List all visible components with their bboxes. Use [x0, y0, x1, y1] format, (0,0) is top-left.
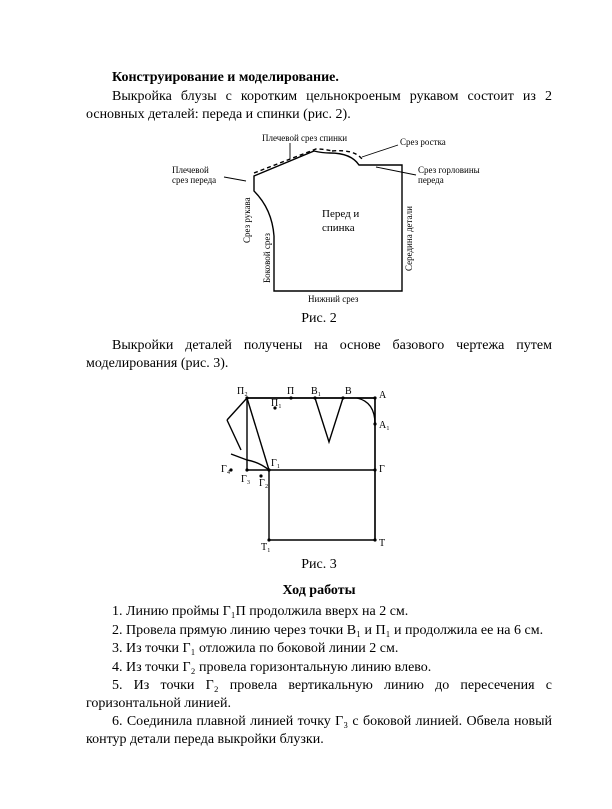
page: Конструирование и моделирование. Выкройк… — [0, 0, 612, 809]
pt-G4: Г₄ — [221, 464, 231, 475]
label-neck-front1: Срез горловины — [418, 165, 480, 175]
intro-paragraph-2: Выкройки деталей получены на основе базо… — [86, 337, 552, 372]
step-3: 3. Из точки Г₁ отложила по боковой линии… — [86, 640, 552, 658]
label-bottom: Нижний срез — [308, 294, 359, 304]
intro-paragraph-1: Выкройка блузы с коротким цельнокроеным … — [86, 88, 552, 123]
pt-A: А — [379, 390, 387, 401]
figure-3-caption: Рис. 3 — [86, 557, 552, 573]
label-body2: спинка — [322, 222, 355, 234]
pt-P1: П₁ — [271, 398, 282, 409]
pt-B1: В₁ — [311, 386, 321, 397]
label-body1: Перед и — [322, 208, 359, 220]
figure-2: Плечевой срез спинки Плечевой срез перед… — [154, 131, 484, 309]
label-neck-front2: переда — [418, 175, 444, 185]
figure-3: А А₁ В В₁ П П₁ П₂ Г Г₁ Г₂ Г₃ Г₄ Т Т₁ — [219, 380, 419, 555]
step-1: 1. Линию проймы Г₁П продолжила вверх на … — [86, 603, 552, 621]
work-title: Ход работы — [86, 583, 552, 599]
step-5: 5. Из точки Г₂ провела вертикальную лини… — [86, 677, 552, 712]
label-shoulder-front2: срез переда — [172, 175, 216, 185]
label-rostka: Срез ростка — [400, 137, 446, 147]
label-side: Боковой срез — [262, 233, 272, 283]
label-shoulder-front1: Плечевой — [172, 165, 209, 175]
label-sleeve: Срез рукава — [242, 197, 252, 243]
step-6: 6. Соединила плавной линией точку Г₃ с б… — [86, 713, 552, 748]
pt-B: В — [345, 386, 352, 397]
step-4: 4. Из точки Г₂ провела горизонтальную ли… — [86, 659, 552, 677]
pt-T: Т — [379, 538, 385, 549]
label-center: Середина детали — [404, 206, 414, 271]
pt-A1: А₁ — [379, 420, 390, 431]
pt-G: Г — [379, 464, 385, 475]
pt-P2: П₂ — [237, 386, 248, 397]
pt-G1: Г₁ — [271, 458, 280, 469]
section-heading: Конструирование и моделирование. — [86, 70, 552, 86]
pt-G2: Г₂ — [259, 478, 268, 489]
pt-G3: Г₃ — [241, 474, 250, 485]
pt-P: П — [287, 386, 294, 397]
figure-2-caption: Рис. 2 — [86, 311, 552, 327]
label-shoulder-back: Плечевой срез спинки — [262, 133, 347, 143]
pt-T1: Т₁ — [261, 542, 271, 553]
step-2: 2. Провела прямую линию через точки В₁ и… — [86, 622, 552, 640]
